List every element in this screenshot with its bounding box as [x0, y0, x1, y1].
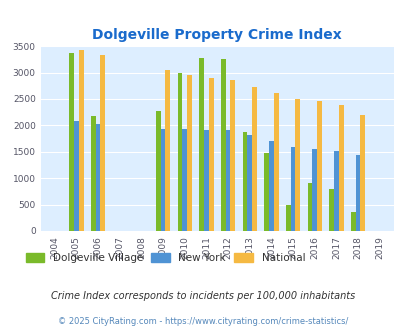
Bar	[165, 71, 170, 231]
Bar	[307, 183, 311, 231]
Bar	[156, 111, 160, 231]
Bar	[203, 130, 208, 231]
Legend: Dolgeville Village, New York, National: Dolgeville Village, New York, National	[21, 248, 309, 267]
Bar	[328, 189, 333, 231]
Bar	[295, 99, 299, 231]
Bar	[285, 205, 290, 231]
Bar	[316, 101, 321, 231]
Bar	[264, 153, 269, 231]
Bar	[177, 73, 182, 231]
Bar	[74, 121, 79, 231]
Bar	[69, 52, 74, 231]
Bar	[199, 58, 203, 231]
Bar	[242, 132, 247, 231]
Bar	[338, 105, 343, 231]
Bar	[311, 148, 316, 231]
Bar	[96, 124, 100, 231]
Text: Crime Index corresponds to incidents per 100,000 inhabitants: Crime Index corresponds to incidents per…	[51, 291, 354, 301]
Bar	[350, 212, 355, 231]
Bar	[230, 80, 234, 231]
Bar	[355, 155, 360, 231]
Text: © 2025 CityRating.com - https://www.cityrating.com/crime-statistics/: © 2025 CityRating.com - https://www.city…	[58, 317, 347, 326]
Bar	[333, 151, 338, 231]
Bar	[220, 59, 225, 231]
Bar	[252, 87, 256, 231]
Bar	[187, 75, 192, 231]
Bar	[100, 55, 105, 231]
Bar	[290, 147, 295, 231]
Bar	[91, 116, 96, 231]
Bar	[160, 129, 165, 231]
Bar	[273, 93, 278, 231]
Bar	[79, 50, 83, 231]
Bar	[208, 79, 213, 231]
Bar	[247, 135, 252, 231]
Bar	[269, 141, 273, 231]
Bar	[182, 129, 187, 231]
Title: Dolgeville Property Crime Index: Dolgeville Property Crime Index	[92, 28, 341, 42]
Bar	[360, 115, 364, 231]
Bar	[225, 130, 230, 231]
